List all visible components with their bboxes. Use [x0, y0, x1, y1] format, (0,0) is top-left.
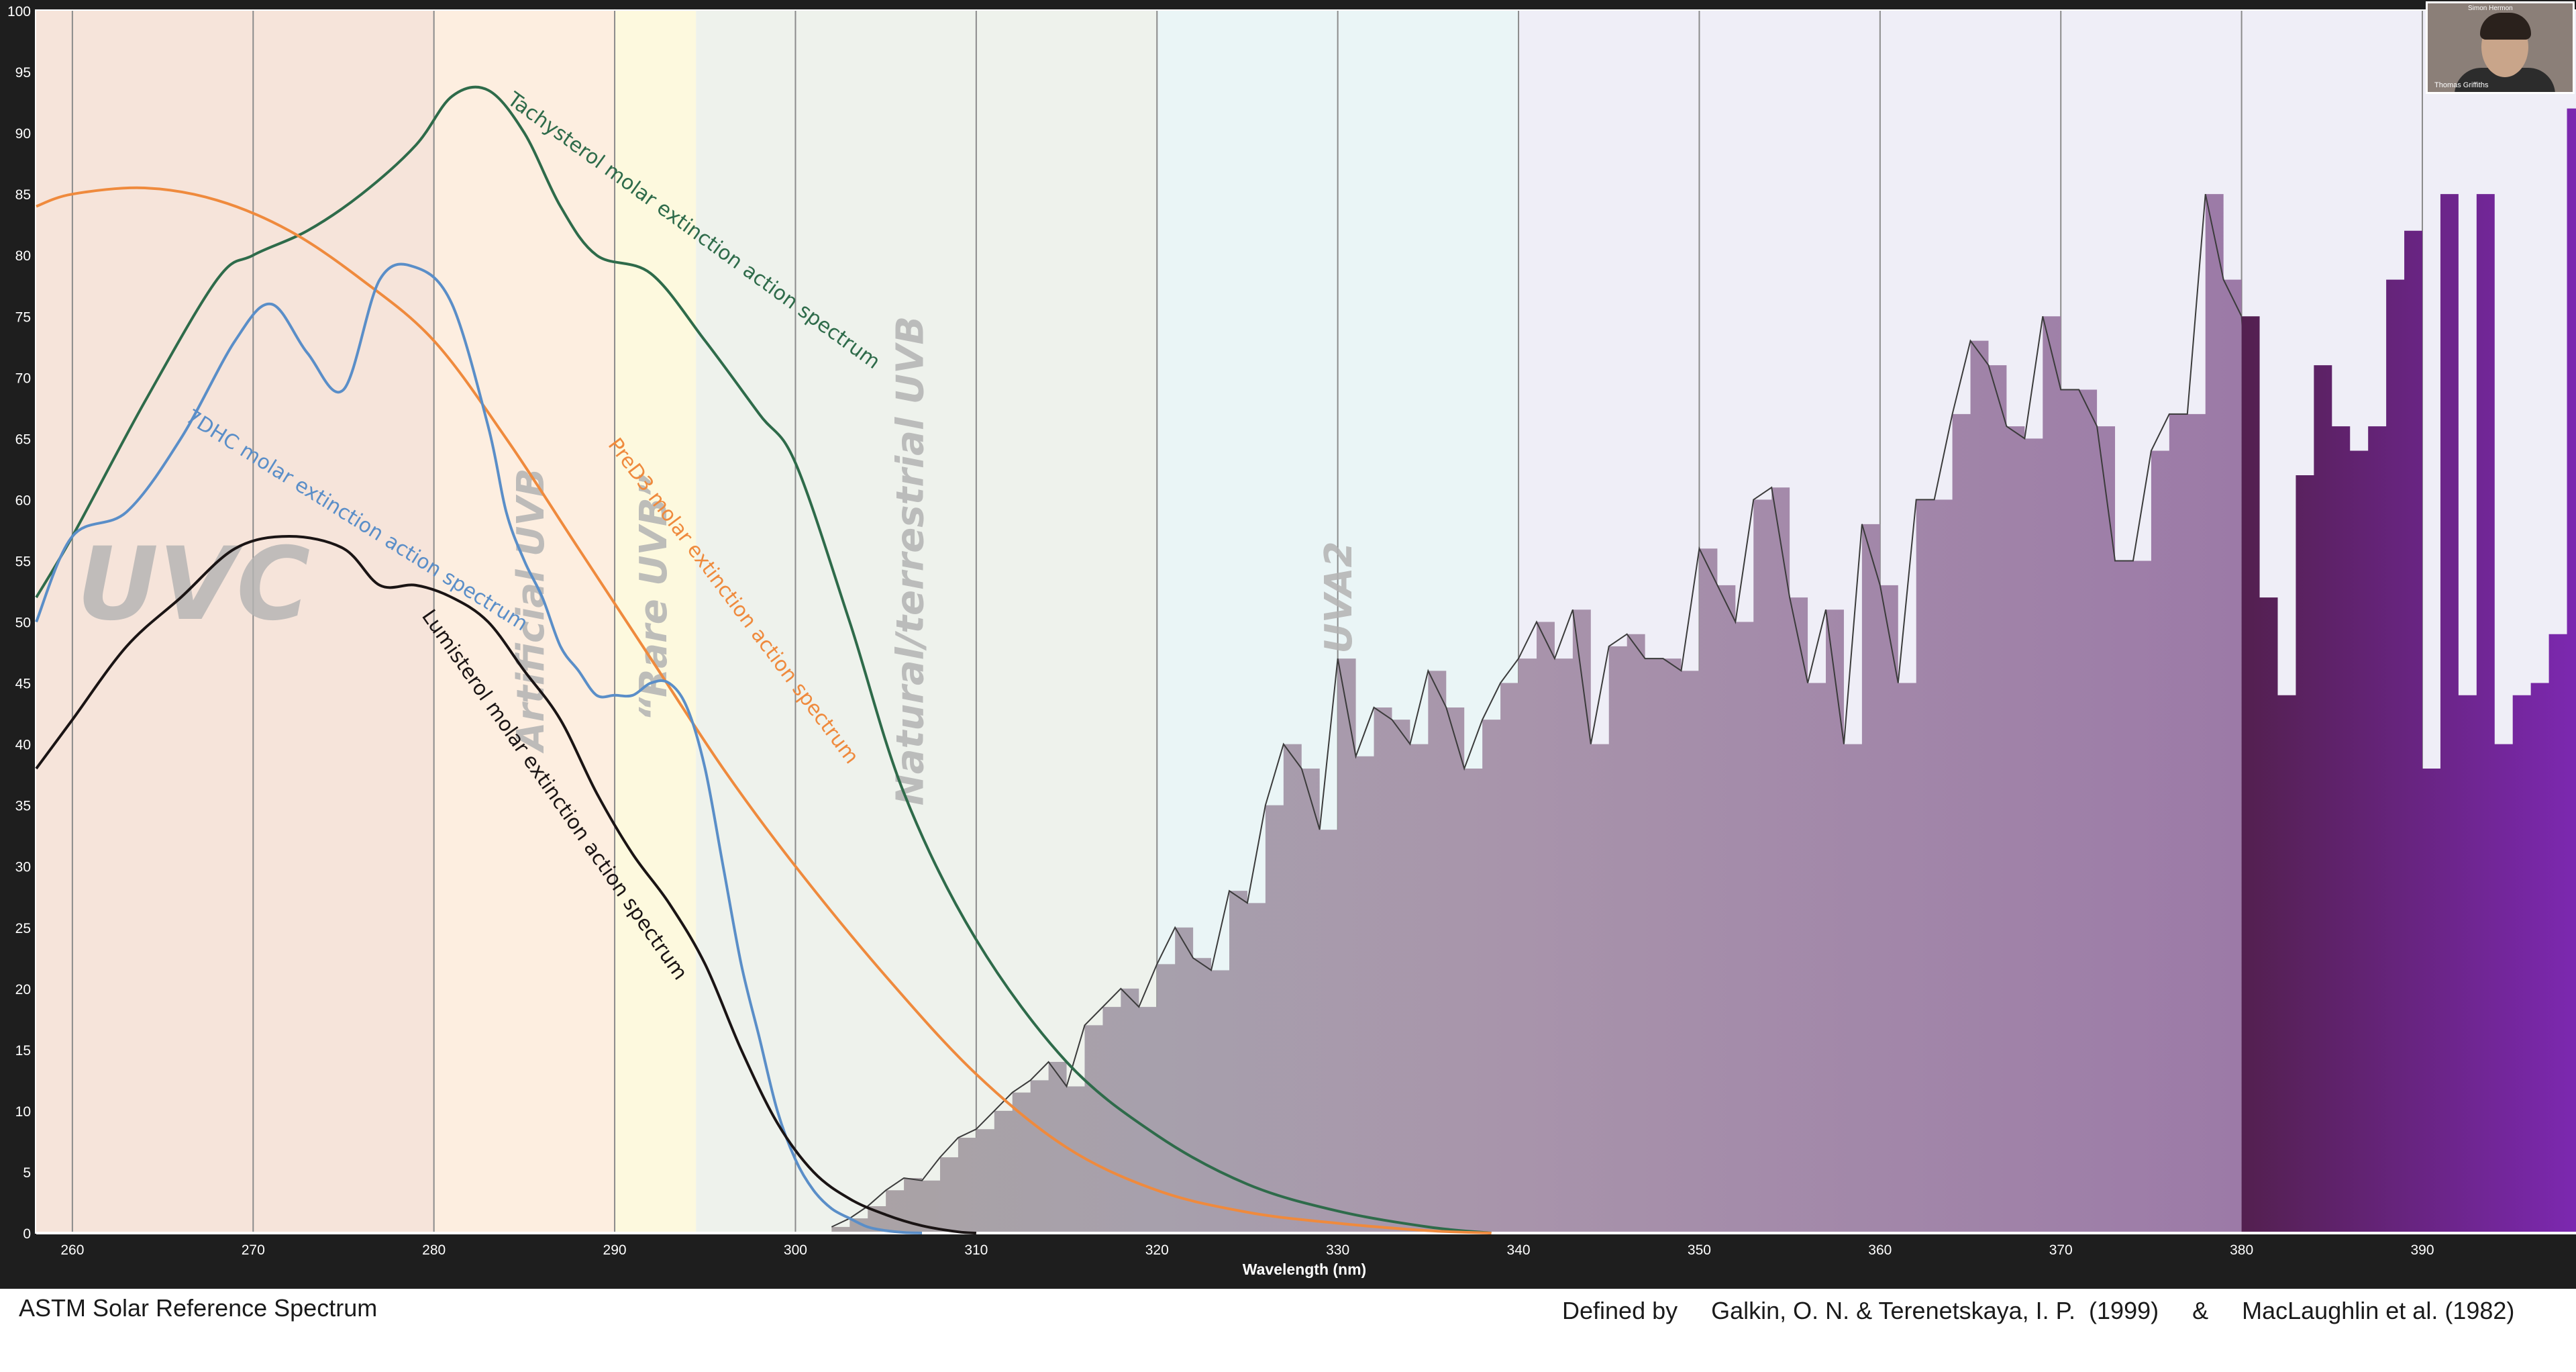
y-tick-label: 5	[23, 1165, 31, 1181]
x-tick-label: 290	[603, 1242, 627, 1258]
x-tick-label: 310	[964, 1242, 988, 1258]
y-tick-label: 100	[7, 4, 31, 19]
band-labels: UVC Artificial UVB “Rare UVB” Natural/terre…	[76, 316, 1971, 805]
y-tick-label: 10	[15, 1104, 31, 1120]
y-tick-label: 80	[15, 248, 31, 264]
presenter-caption-name: Thomas Griffiths	[2434, 81, 2489, 89]
x-tick-label: 360	[1868, 1242, 1892, 1258]
band-label-rare-uvb: “Rare UVB”	[632, 473, 676, 722]
y-tick-label: 70	[15, 371, 31, 386]
y-tick-label: 0	[23, 1226, 31, 1242]
y-tick-label: 90	[15, 126, 31, 142]
y-tick-label: 30	[15, 860, 31, 875]
x-axis-strip	[0, 1234, 2576, 1289]
y-tick-label: 60	[15, 493, 31, 508]
x-tick-label: 270	[242, 1242, 265, 1258]
y-axis-strip	[0, 0, 35, 1289]
top-frame	[0, 0, 2576, 9]
x-tick-label: 320	[1145, 1242, 1169, 1258]
y-tick-label: 85	[15, 187, 31, 203]
band-label-artificial-uvb: Artificial UVB	[509, 469, 553, 754]
x-axis-label: Wavelength (nm)	[1243, 1261, 1366, 1278]
y-tick-label: 20	[15, 982, 31, 997]
x-tick-label: 380	[2230, 1242, 2253, 1258]
y-tick-label: 75	[15, 309, 31, 325]
series-pred3-molar-extinction-action-spectrum	[36, 186, 1492, 1234]
presenter-webcam[interactable]: Simon Hermon Thomas Griffiths	[2426, 1, 2575, 94]
presenter-hair	[2480, 13, 2531, 40]
y-tick-label: 55	[15, 554, 31, 569]
band-uvc	[36, 11, 434, 1233]
x-tick-label: 280	[422, 1242, 446, 1258]
band-natural-terrestrial-uvb	[696, 11, 1157, 1233]
action-spectra	[35, 85, 1492, 1234]
x-tick-label: 330	[1326, 1242, 1349, 1258]
x-tick-label: 340	[1507, 1242, 1531, 1258]
y-tick-label: 15	[15, 1043, 31, 1059]
band-label-uva2: UVA2	[1317, 541, 1361, 653]
y-tick-label: 50	[15, 616, 31, 631]
x-tick-label: 350	[1688, 1242, 1711, 1258]
source-note: ASTM Solar Reference Spectrum	[19, 1294, 378, 1322]
presenter-caption-top: Simon Hermon	[2468, 5, 2513, 12]
spectrum-area-uv	[831, 194, 2242, 1233]
x-tick-label: 390	[2410, 1242, 2434, 1258]
y-axis-ticks: 0 5 10 15 20 25 30 35 40 45 50 55 60 65 70 75 80 85 90 95 10…	[7, 4, 31, 1242]
series-tachysterol-molar-extinction-action-spectrum	[35, 85, 1492, 1234]
x-tick-label: 260	[60, 1242, 84, 1258]
y-tick-label: 95	[15, 65, 31, 81]
x-tick-label: 300	[784, 1242, 807, 1258]
solar-spectrum	[36, 108, 2576, 1234]
x-tick-label: 370	[2049, 1242, 2073, 1258]
spectrum-area-visible	[2241, 108, 2576, 1233]
y-tick-label: 35	[15, 799, 31, 814]
series-7dhc-molar-extinction-action-spectrum	[35, 262, 923, 1234]
x-axis-ticks: 260 270 280 290 300 310 320 330 340 350 360 370 380 3…	[60, 1242, 2434, 1258]
y-tick-label: 25	[15, 921, 31, 936]
y-tick-label: 45	[15, 677, 31, 692]
band-label-natural-terrestrial-uvb: Natural/terrestrial UVB	[889, 316, 933, 805]
citation-note: Defined by Galkin, O. N. & Terenetskaya,…	[1562, 1297, 2515, 1324]
spectrum-outline	[831, 193, 2242, 1228]
band-artificial-uvb	[433, 11, 615, 1233]
y-tick-label: 65	[15, 432, 31, 447]
series-lumisterol-molar-extinction-action-spectrum	[35, 534, 977, 1234]
y-tick-label: 40	[15, 738, 31, 753]
